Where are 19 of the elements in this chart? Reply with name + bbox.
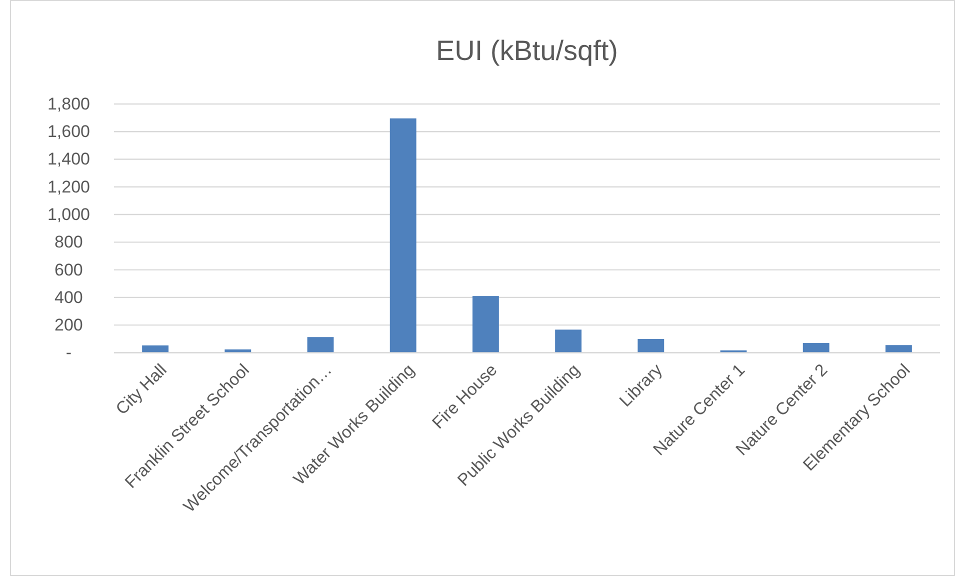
y-tick-label: 1,000 xyxy=(47,204,90,224)
bar xyxy=(555,330,582,353)
y-tick-label: 200 xyxy=(54,316,83,335)
chart-title: EUI (kBtu/sqft) xyxy=(436,35,618,66)
bar xyxy=(885,345,912,353)
y-tick-label: 800 xyxy=(54,232,83,252)
bar xyxy=(390,118,416,353)
x-tick-label: City Hall xyxy=(112,360,170,418)
bar xyxy=(638,339,664,353)
y-tick-label: - xyxy=(66,343,72,362)
y-tick-label: 1,600 xyxy=(47,122,90,142)
y-tick-label: 1,400 xyxy=(47,150,90,169)
bar xyxy=(472,296,499,353)
y-tick-label: 600 xyxy=(54,260,83,280)
y-tick-label: 1,800 xyxy=(47,94,90,114)
bar xyxy=(307,337,334,353)
bar xyxy=(802,343,830,353)
y-tick-label: 1,200 xyxy=(47,177,90,196)
y-tick-label: 400 xyxy=(54,288,83,307)
